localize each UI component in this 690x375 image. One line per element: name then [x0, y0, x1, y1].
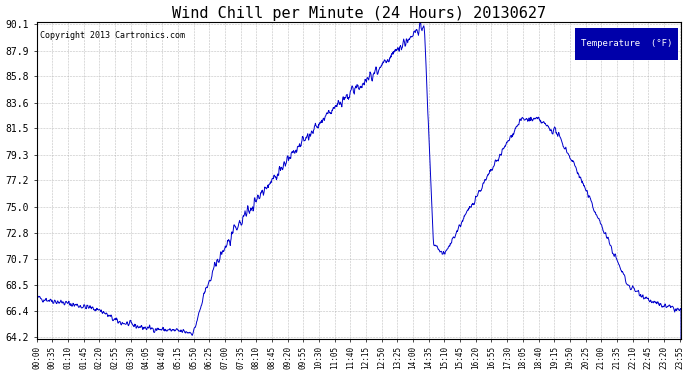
Title: Wind Chill per Minute (24 Hours) 20130627: Wind Chill per Minute (24 Hours) 2013062…: [172, 6, 546, 21]
Text: Copyright 2013 Cartronics.com: Copyright 2013 Cartronics.com: [40, 31, 185, 40]
